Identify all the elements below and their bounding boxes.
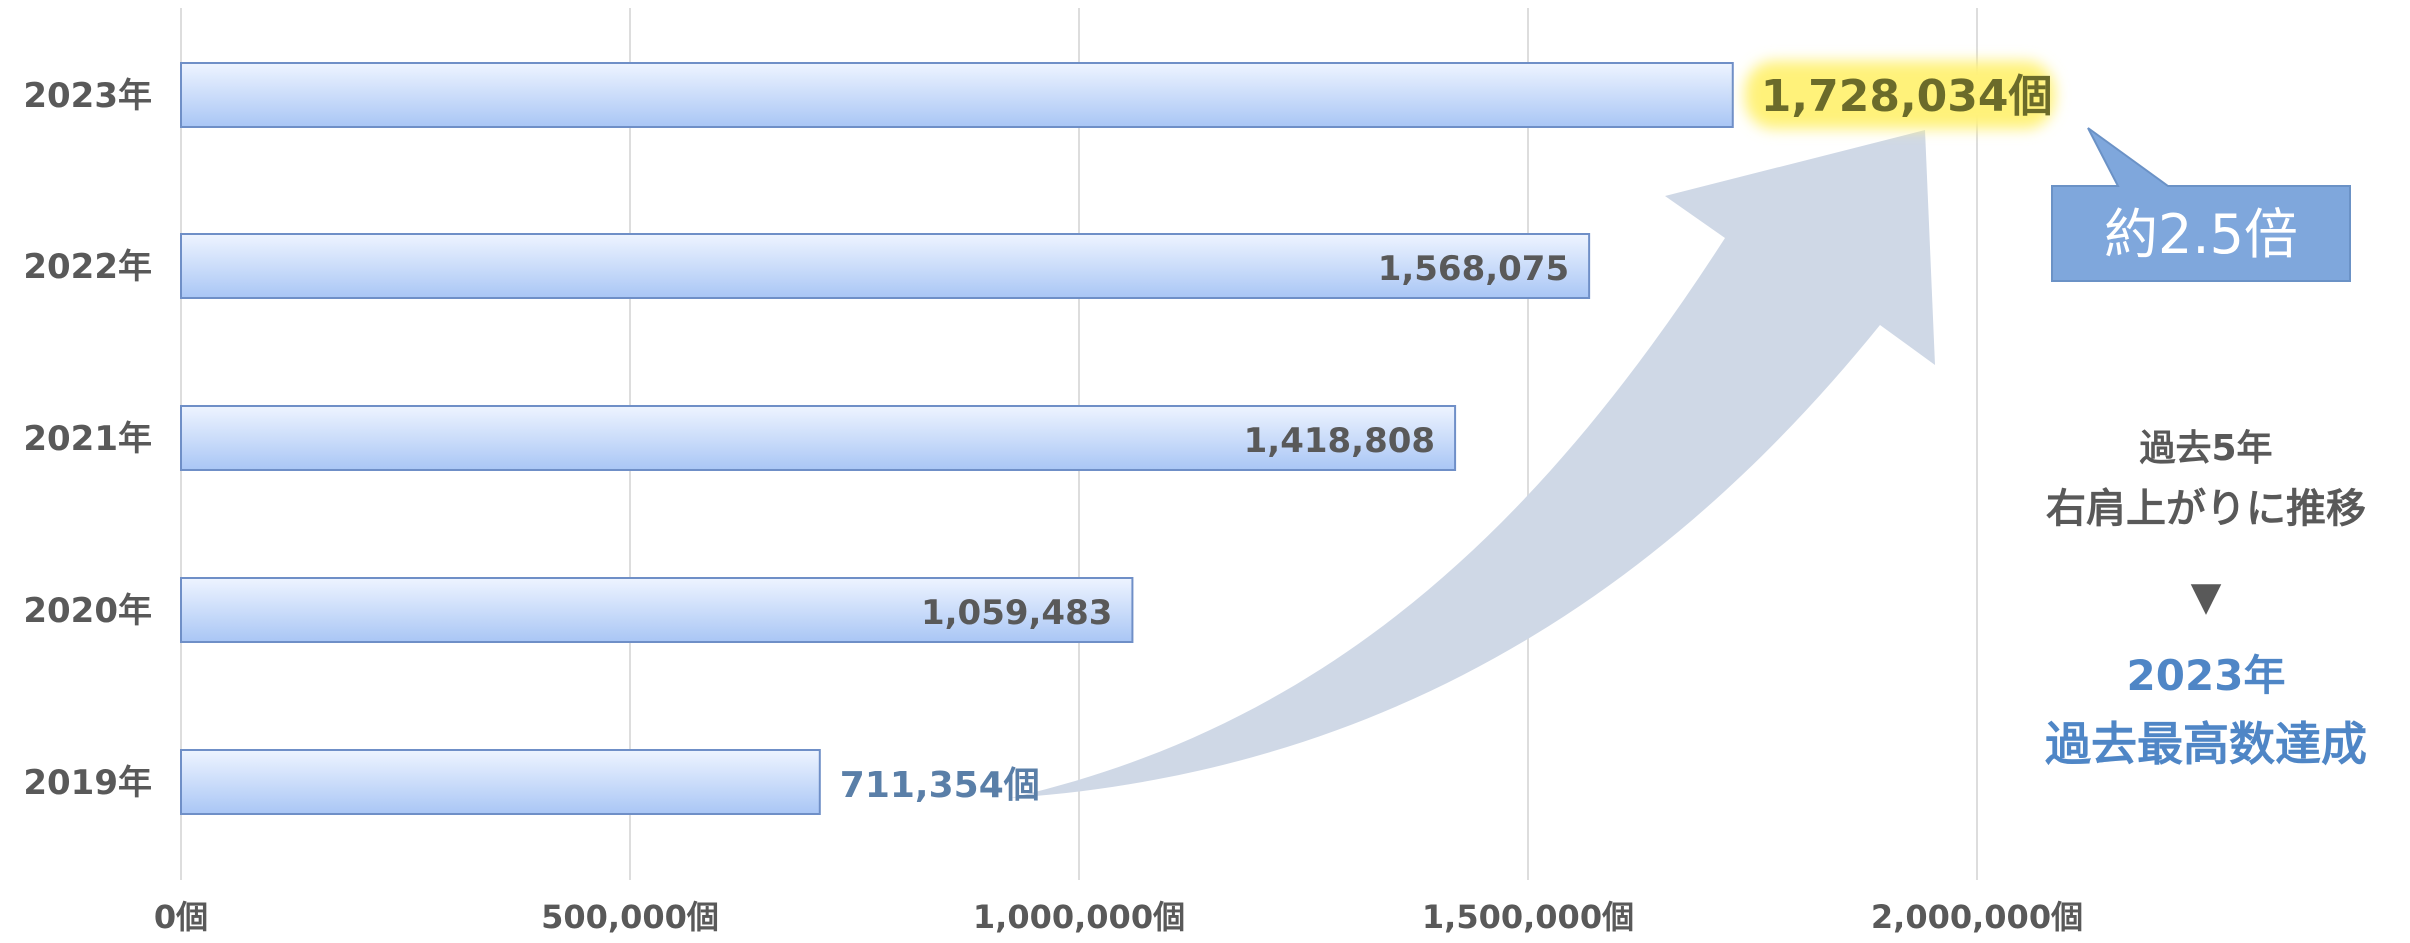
growth-arrow <box>1010 130 1935 798</box>
x-tick-label: 1,500,000個 <box>1422 898 1634 936</box>
bar <box>180 577 1134 643</box>
bar <box>180 62 1734 128</box>
category-label: 2021年 <box>23 419 152 459</box>
down-marker: ▼ <box>2191 574 2222 620</box>
bar-value-label: 1,059,483 <box>921 593 1112 633</box>
callout-bubble <box>2051 127 2351 282</box>
bar <box>180 405 1457 471</box>
category-label: 2022年 <box>23 247 152 287</box>
bar-value-label: 1,568,075 <box>1378 249 1569 289</box>
callout-text: 約2.5倍 <box>2104 203 2298 266</box>
x-tick-label: 0個 <box>154 898 208 936</box>
category-label: 2019年 <box>23 763 152 803</box>
category-label: 2020年 <box>23 591 152 631</box>
x-tick-label: 500,000個 <box>541 898 719 936</box>
bar <box>180 233 1591 299</box>
side-note-line1: 過去5年 <box>2139 428 2272 469</box>
x-tick-labels: 0個 500,000個 1,000,000個 1,500,000個 2,000,000個 <box>154 898 2083 936</box>
bar-value-label: 1,418,808 <box>1244 421 1435 461</box>
result-line1: 2023年 <box>2127 651 2286 700</box>
bar <box>180 749 821 815</box>
bars: 1,728,034個 1,568,075 1,418,808 1,059,483 711… <box>180 61 2055 815</box>
growth-arrow-shape <box>1010 130 1935 798</box>
result-line2: 過去最高数達成 <box>2045 717 2367 771</box>
category-labels: 2023年 2022年 2021年 2020年 2019年 <box>23 76 152 803</box>
side-note-line2: 右肩上がりに推移 <box>2046 486 2366 532</box>
x-tick-label: 2,000,000個 <box>1871 898 2083 936</box>
bar-value-label: 1,728,034個 <box>1761 71 2053 122</box>
x-tick-label: 1,000,000個 <box>973 898 1185 936</box>
bar-value-label: 711,354個 <box>840 765 1040 806</box>
value-highlight <box>1744 61 2055 129</box>
category-label: 2023年 <box>23 76 152 116</box>
